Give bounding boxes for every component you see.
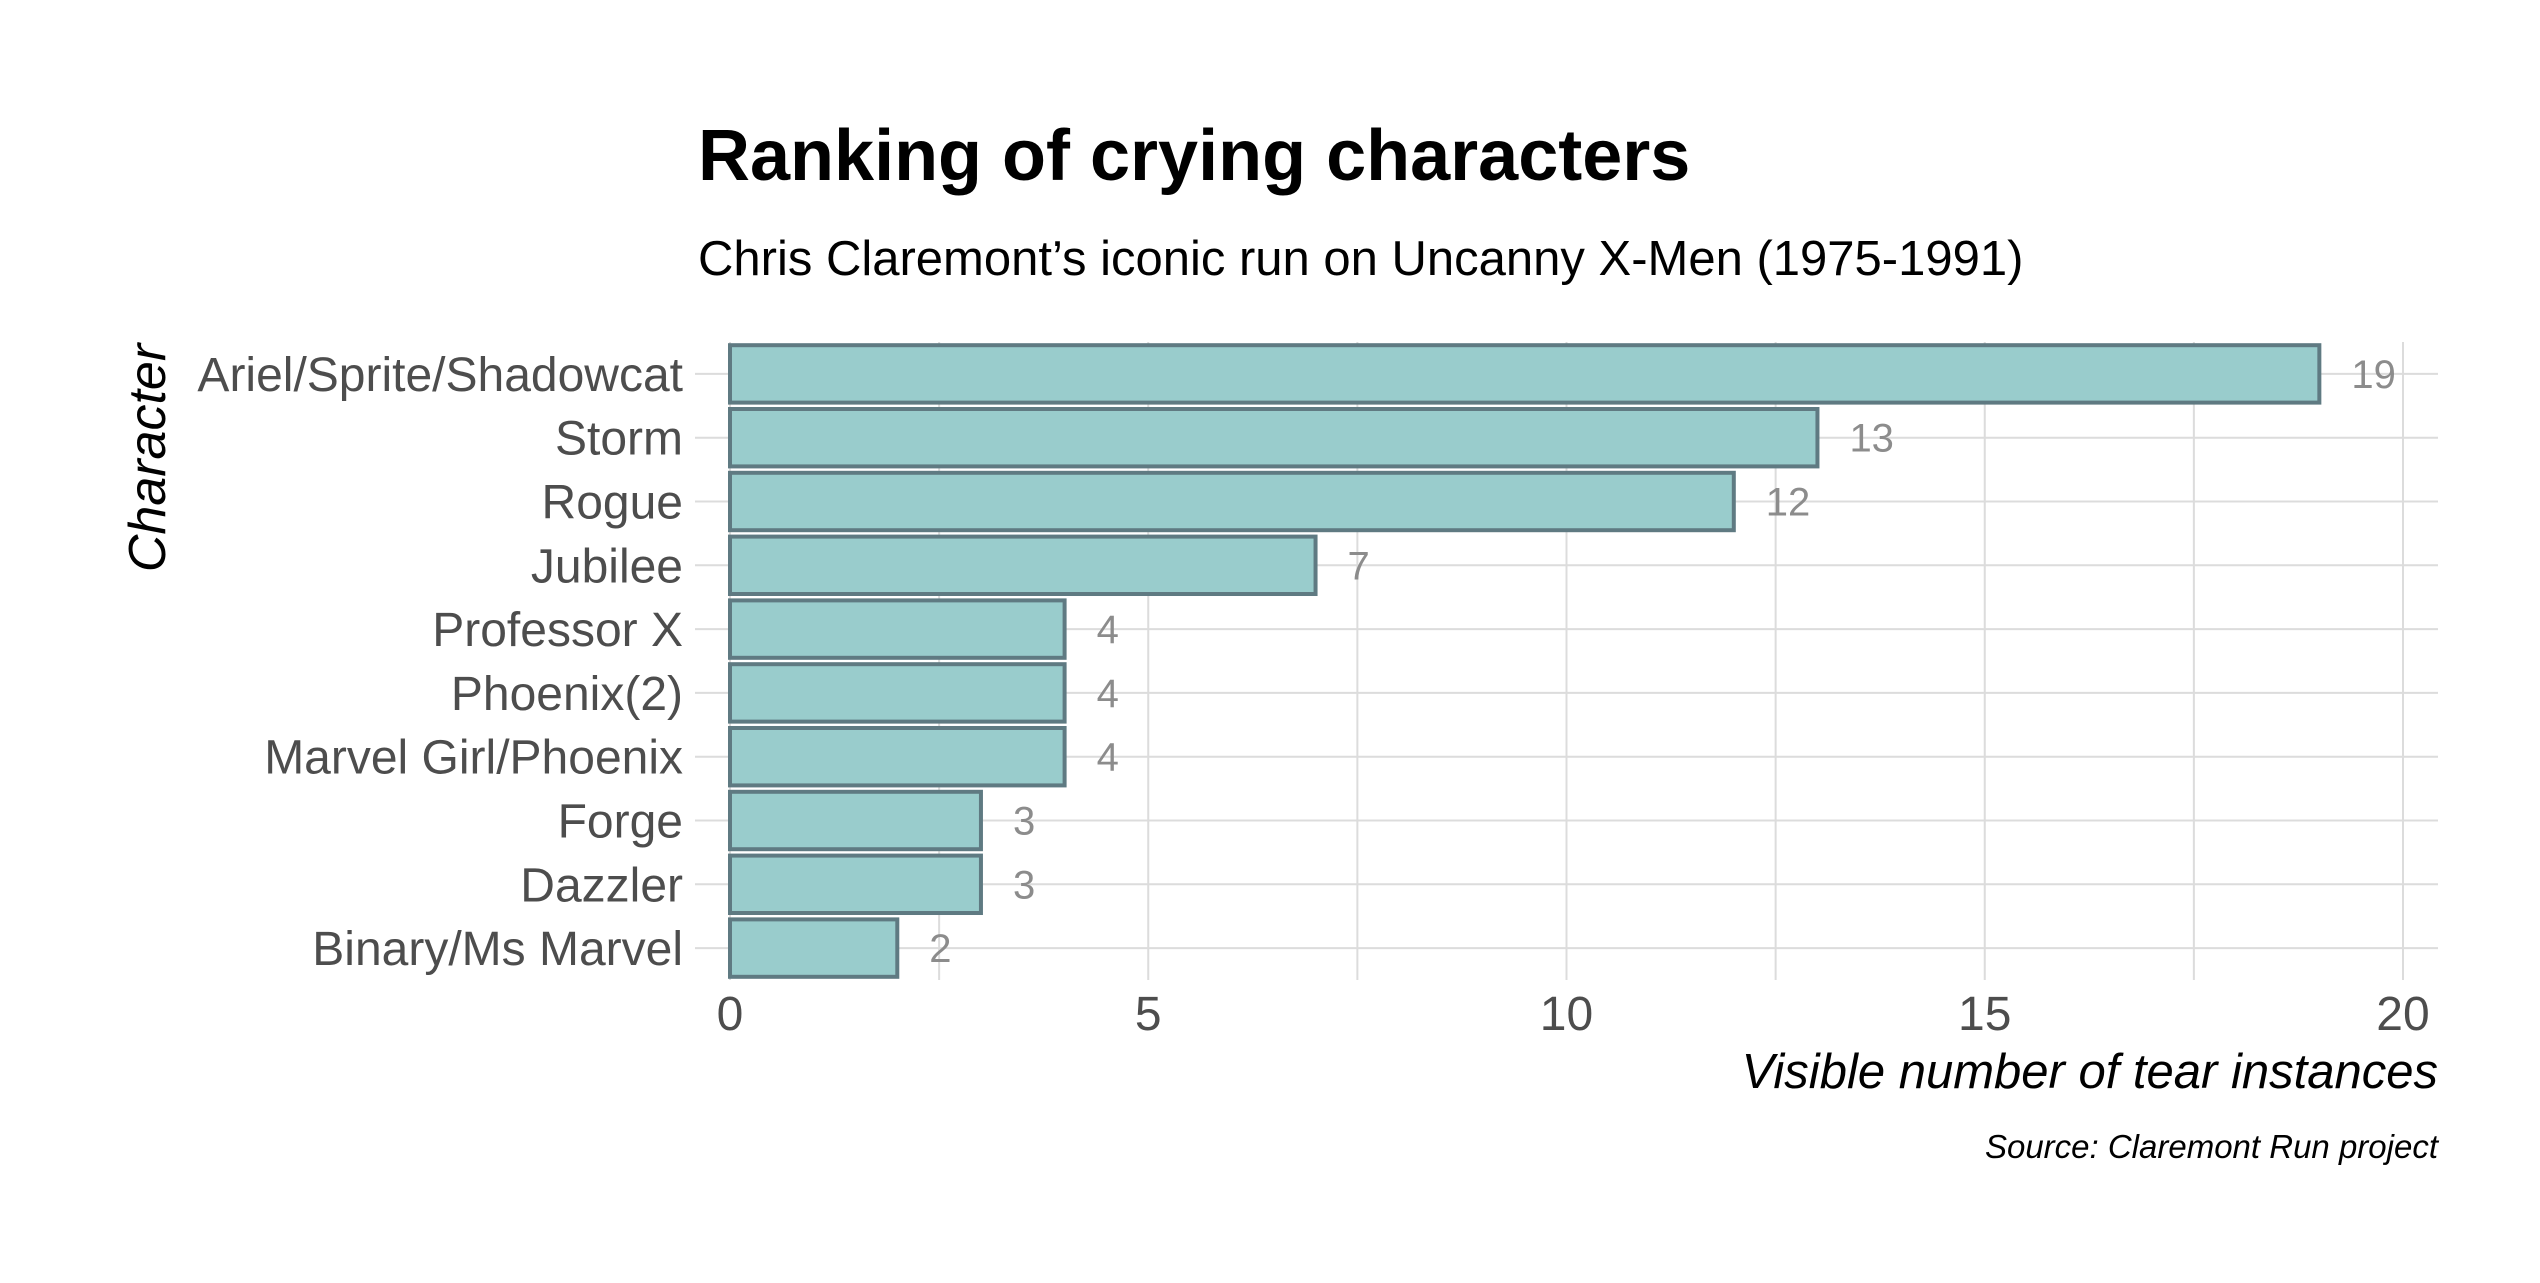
data-label: 12 bbox=[1766, 481, 1811, 525]
y-tick-label: Rogue bbox=[542, 477, 683, 530]
data-label: 13 bbox=[1849, 417, 1894, 461]
x-axis-tick-labels: 0 5 10 15 20 bbox=[717, 988, 2430, 1041]
x-tick-label: 0 bbox=[717, 988, 744, 1041]
bar bbox=[728, 598, 1067, 660]
data-label: 4 bbox=[1097, 736, 1119, 780]
data-label: 3 bbox=[1013, 800, 1035, 844]
bar bbox=[728, 853, 983, 916]
y-tick-label: Professor X bbox=[432, 604, 683, 657]
bars bbox=[728, 343, 2322, 979]
y-tick-label: Binary/Ms Marvel bbox=[312, 923, 683, 976]
y-tick-label: Forge bbox=[558, 796, 683, 849]
data-label: 7 bbox=[1348, 544, 1370, 588]
y-tick-label: Storm bbox=[555, 413, 683, 466]
bar bbox=[728, 470, 1736, 533]
bar bbox=[728, 917, 900, 979]
data-label: 2 bbox=[929, 927, 951, 971]
chart-title: Ranking of crying characters bbox=[698, 116, 1690, 196]
y-axis-label: Character bbox=[119, 341, 177, 572]
x-tick-label: 5 bbox=[1135, 988, 1162, 1041]
data-label: 3 bbox=[1013, 863, 1035, 907]
x-tick-label: 15 bbox=[1958, 988, 2011, 1041]
bar bbox=[728, 725, 1067, 788]
y-tick-label: Marvel Girl/Phoenix bbox=[264, 732, 683, 785]
x-axis-label: Visible number of tear instances bbox=[1742, 1045, 2438, 1099]
y-axis-tick-labels: Ariel/Sprite/Shadowcat Storm Rogue Jubilee P… bbox=[197, 349, 683, 976]
bar bbox=[728, 534, 1318, 597]
y-tick-label: Jubilee bbox=[531, 540, 683, 593]
chart-caption: Source: Claremont Run project bbox=[1985, 1128, 2440, 1165]
data-label: 4 bbox=[1097, 608, 1119, 652]
data-label: 19 bbox=[2351, 353, 2396, 397]
y-tick-label: Phoenix(2) bbox=[451, 668, 683, 721]
y-tick-label: Dazzler bbox=[520, 859, 683, 912]
bar bbox=[728, 662, 1067, 724]
data-label: 4 bbox=[1097, 672, 1119, 716]
x-tick-label: 20 bbox=[2376, 988, 2429, 1041]
chart-subtitle: Chris Claremont’s iconic run on Uncanny … bbox=[698, 232, 2023, 286]
x-tick-label: 10 bbox=[1540, 988, 1593, 1041]
bar bbox=[728, 343, 2322, 405]
data-labels: 19 13 12 7 4 4 4 3 3 2 bbox=[929, 353, 2396, 971]
bar bbox=[728, 789, 983, 852]
bar bbox=[728, 406, 1820, 469]
y-tick-label: Ariel/Sprite/Shadowcat bbox=[197, 349, 683, 402]
